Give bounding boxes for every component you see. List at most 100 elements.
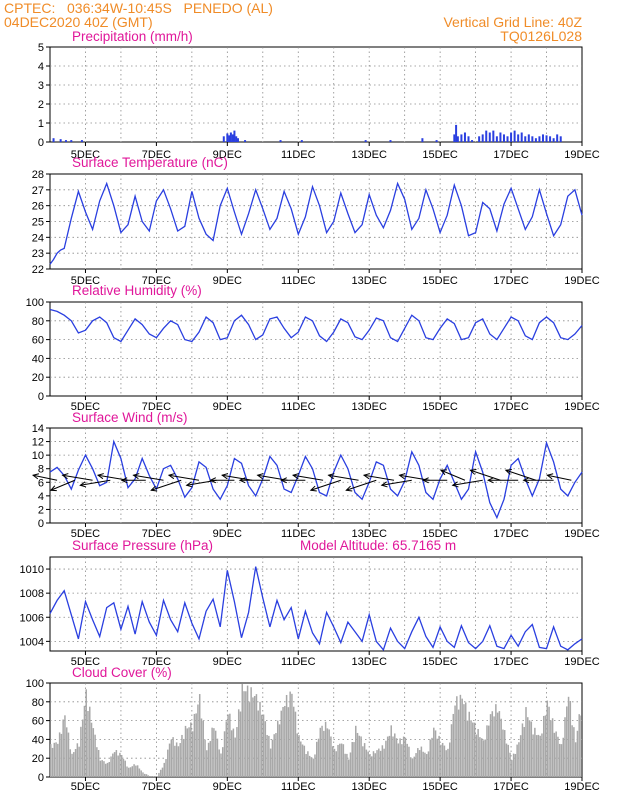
precip-bar — [481, 134, 484, 142]
x-tick-label: 15DEC — [422, 528, 458, 540]
cloud-bar — [99, 760, 102, 777]
y-tick-label: 100 — [26, 297, 44, 309]
precip-bar — [279, 140, 282, 142]
y-tick-label: 20 — [32, 372, 44, 384]
cloud-bar — [433, 727, 435, 777]
x-tick-label: 5DEC — [71, 149, 100, 161]
cloud-bar — [546, 700, 549, 777]
cloud-bar — [454, 705, 456, 777]
cloud-bar — [149, 776, 151, 777]
y-tick-label: 2 — [38, 504, 44, 516]
precip-bar — [460, 134, 463, 142]
cloud-bar — [463, 704, 465, 777]
cloud-bar — [170, 739, 173, 777]
precip-bar — [59, 139, 62, 142]
cloud-bar — [360, 736, 362, 777]
cloud-bar — [57, 743, 59, 777]
cloud-bar — [527, 717, 529, 777]
cloud-bar — [363, 743, 366, 777]
cloud-bar — [511, 760, 513, 777]
cloud-bar — [339, 743, 341, 777]
cloud-bar — [145, 774, 148, 777]
precip-bar — [478, 136, 481, 142]
cloud-bar — [307, 751, 309, 777]
cloud-bar — [486, 725, 488, 777]
panel-title: Surface Pressure (hPa) — [72, 538, 213, 553]
wind-arrow — [80, 479, 111, 486]
cloud-bar — [241, 684, 244, 777]
cloud-bar — [195, 713, 197, 777]
wind-arrow-head — [61, 473, 69, 480]
cloud-bar — [253, 696, 256, 777]
wind-arrow — [440, 469, 466, 481]
cloud-bar — [500, 718, 502, 777]
cloud-bar — [475, 734, 478, 777]
precip-bar — [231, 134, 234, 142]
cloud-bar — [213, 728, 215, 777]
cloud-bar — [138, 768, 141, 777]
wind-arrow — [346, 479, 377, 491]
x-tick-label: 9DEC — [213, 528, 242, 540]
cloud-bar — [574, 742, 577, 777]
cloud-bar — [110, 756, 112, 777]
precip-bar — [538, 136, 541, 142]
cloud-bar — [211, 727, 213, 777]
cloud-bar — [131, 766, 134, 777]
wind-arrow — [62, 474, 93, 481]
x-tick-label: 11DEC — [281, 275, 316, 287]
cloud-bar — [104, 763, 107, 777]
cloud-bar — [230, 730, 233, 777]
cloud-bar — [406, 743, 408, 777]
run-date: 04DEC2020 40Z (GMT) — [4, 14, 153, 30]
cloud-bar — [303, 745, 306, 777]
x-tick-label: 9DEC — [213, 149, 242, 161]
cloud-bar — [85, 689, 87, 777]
cloud-bar — [502, 729, 504, 777]
cloud-bar — [468, 711, 471, 777]
cloud-bar — [335, 751, 338, 777]
x-tick-label: 15DEC — [422, 781, 458, 793]
precip-bar — [453, 134, 456, 142]
panel-title: Cloud Cover (%) — [72, 665, 172, 680]
cloud-bar — [496, 712, 499, 777]
cloud-bar — [397, 743, 400, 777]
y-tick-label: 5 — [38, 42, 44, 54]
wind-arrow-head — [398, 473, 406, 480]
cloud-bar — [464, 702, 467, 777]
wind-arrow — [363, 474, 395, 481]
x-tick-label: 11DEC — [281, 401, 316, 413]
cloud-bar — [362, 746, 364, 777]
cloud-bar — [103, 761, 105, 777]
wind-arrow — [168, 474, 200, 481]
cloud-bar — [135, 765, 137, 777]
y-tick-label: 60 — [32, 335, 44, 347]
cloud-bar — [206, 750, 208, 777]
cloud-bar — [128, 767, 130, 777]
cloud-bar — [337, 744, 339, 777]
cloud-bar — [537, 734, 540, 777]
cloud-bar — [55, 742, 57, 777]
y-tick-label: 26 — [32, 201, 44, 213]
cloud-bar — [298, 735, 300, 777]
cloud-bar — [388, 735, 391, 777]
y-tick-label: 1010 — [20, 564, 44, 576]
cloud-bar — [420, 746, 423, 777]
y-tick-label: 12 — [32, 437, 44, 449]
cloud-bar — [323, 730, 325, 777]
cloud-bar — [204, 739, 206, 777]
wind-arrow — [328, 474, 359, 481]
x-tick-label: 15DEC — [422, 275, 458, 287]
cloud-bar — [237, 709, 240, 777]
cloud-bar — [264, 721, 267, 777]
cloud-bar — [179, 743, 181, 777]
cloud-bar — [60, 733, 63, 777]
cloud-bar — [566, 706, 568, 777]
cloud-bar — [188, 727, 190, 777]
x-tick-label: 5DEC — [71, 401, 100, 413]
x-tick-label: 19DEC — [564, 275, 600, 287]
wind-arrow-head — [167, 473, 175, 480]
cloud-bar — [163, 762, 165, 777]
cloud-bar — [514, 753, 517, 777]
cloud-bar — [271, 739, 274, 777]
y-tick-label: 0 — [38, 391, 44, 403]
